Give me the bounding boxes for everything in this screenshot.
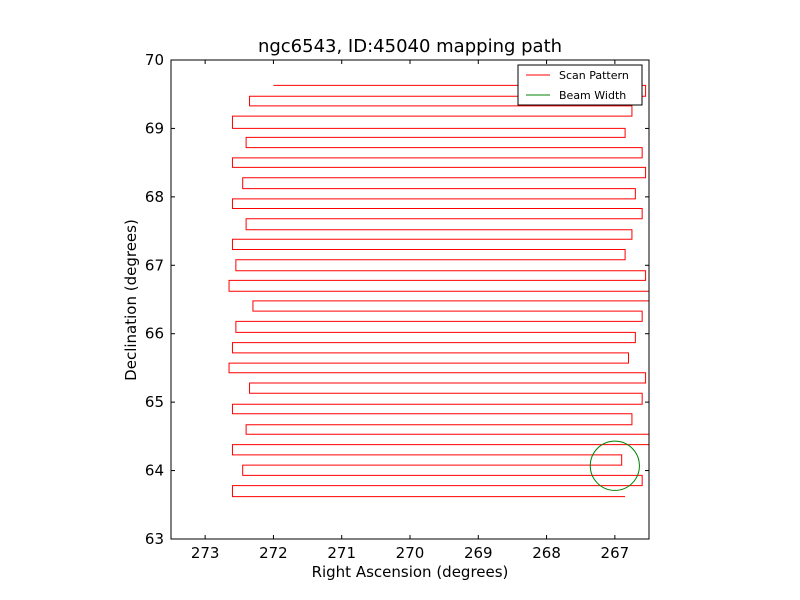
- y-axis-label: Declination (degrees): [122, 219, 140, 381]
- x-axis-label: Right Ascension (degrees): [312, 563, 509, 581]
- beam-width-circle: [589, 440, 640, 491]
- x-tick-label: 267: [601, 544, 630, 562]
- x-tick-label: 268: [532, 544, 561, 562]
- y-tick-label: 66: [145, 325, 164, 343]
- scan-pattern-line: [228, 84, 649, 498]
- x-tick-label: 273: [191, 544, 220, 562]
- legend-box: [517, 64, 643, 106]
- legend: Scan Pattern Beam Width: [517, 64, 643, 106]
- series-layer: [228, 84, 649, 498]
- chart-title: ngc6543, ID:45040 mapping path: [258, 36, 562, 57]
- legend-label-scan-pattern: Scan Pattern: [559, 69, 629, 82]
- x-tick-label: 271: [327, 544, 356, 562]
- legend-label-beam-width: Beam Width: [559, 89, 626, 102]
- y-tick-label: 63: [145, 530, 164, 548]
- ticks-layer: 273 272 271 270 269 268 267 63 64 65 66 67 68 69 70: [145, 51, 649, 562]
- x-tick-label: 270: [396, 544, 425, 562]
- x-tick-label: 272: [259, 544, 288, 562]
- y-tick-label: 70: [145, 51, 164, 69]
- y-tick-label: 65: [145, 393, 164, 411]
- x-tick-label: 269: [464, 544, 493, 562]
- y-tick-label: 69: [145, 119, 164, 137]
- y-tick-label: 64: [145, 462, 164, 480]
- y-tick-label: 68: [145, 188, 164, 206]
- y-tick-label: 67: [145, 256, 164, 274]
